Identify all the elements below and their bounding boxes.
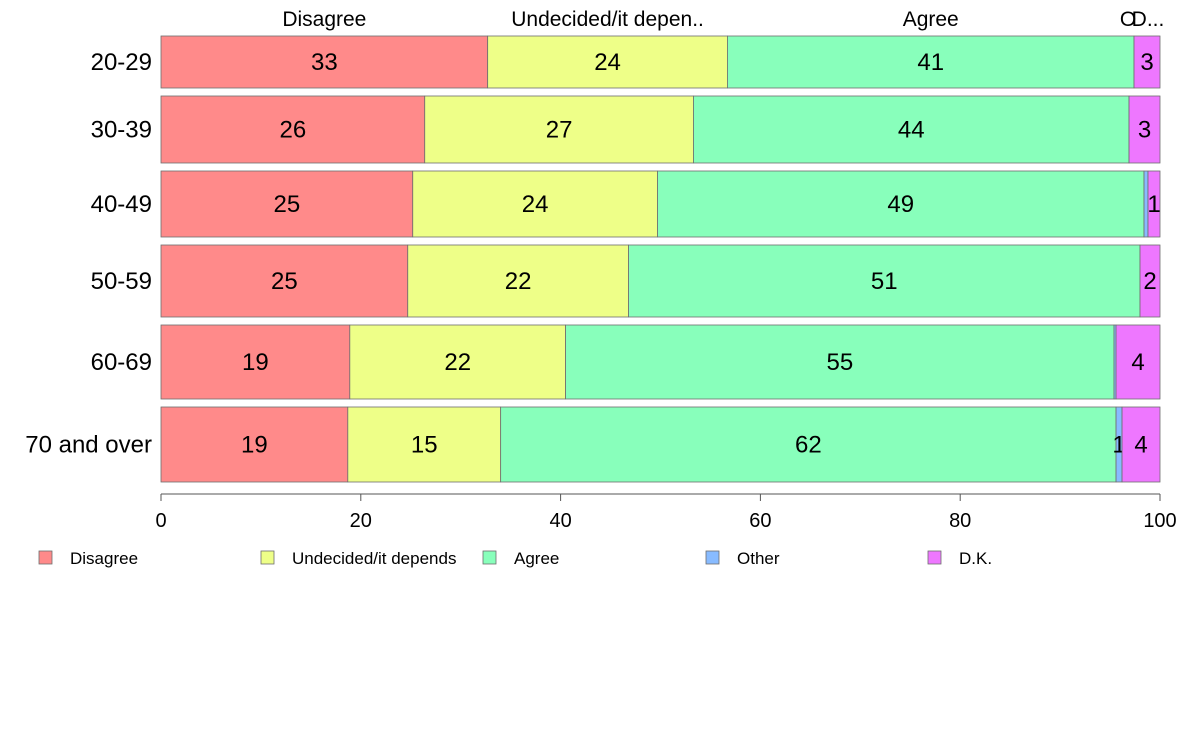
x-tick-label: 100 bbox=[1143, 510, 1176, 532]
x-tick-label: 80 bbox=[949, 510, 971, 532]
category-label: 50-59 bbox=[91, 268, 152, 295]
data-label: 44 bbox=[898, 117, 925, 144]
category-label: 40-49 bbox=[91, 191, 152, 218]
legend-swatch bbox=[928, 551, 941, 564]
legend-label: Disagree bbox=[70, 549, 138, 568]
data-label: 4 bbox=[1131, 349, 1144, 376]
data-label: 55 bbox=[826, 349, 853, 376]
legend-label: Agree bbox=[514, 549, 559, 568]
legend-label: D.K. bbox=[959, 549, 992, 568]
category-label: 20-29 bbox=[91, 49, 152, 76]
data-label: 19 bbox=[242, 349, 269, 376]
data-label: 51 bbox=[871, 268, 898, 295]
data-label: 3 bbox=[1140, 49, 1153, 76]
legend-swatch bbox=[261, 551, 274, 564]
data-label: 62 bbox=[795, 432, 822, 459]
data-label: 15 bbox=[411, 432, 438, 459]
data-label: 24 bbox=[522, 191, 549, 218]
column-header: Disagree bbox=[282, 8, 366, 31]
legend-label: Other bbox=[737, 549, 780, 568]
data-label: 19 bbox=[241, 432, 268, 459]
data-label: 22 bbox=[444, 349, 471, 376]
data-label: 1 bbox=[1147, 191, 1160, 218]
x-tick-label: 0 bbox=[155, 510, 166, 532]
data-label: 41 bbox=[917, 49, 944, 76]
data-label: 4 bbox=[1134, 432, 1147, 459]
column-header: D... bbox=[1132, 8, 1165, 31]
category-label: 30-39 bbox=[91, 117, 152, 144]
legend-swatch bbox=[39, 551, 52, 564]
data-label: 3 bbox=[1138, 117, 1151, 144]
category-label: 60-69 bbox=[91, 349, 152, 376]
x-tick-label: 60 bbox=[749, 510, 771, 532]
x-tick-label: 40 bbox=[549, 510, 571, 532]
legend-swatch bbox=[706, 551, 719, 564]
data-label: 24 bbox=[594, 49, 621, 76]
data-label: 25 bbox=[271, 268, 298, 295]
data-label: 25 bbox=[274, 191, 301, 218]
data-label: 49 bbox=[887, 191, 914, 218]
category-label: 70 and over bbox=[25, 432, 152, 459]
legend-label: Undecided/it depends bbox=[292, 549, 456, 568]
x-tick-label: 20 bbox=[350, 510, 372, 532]
data-label: 26 bbox=[280, 117, 307, 144]
data-label: 27 bbox=[546, 117, 573, 144]
column-header: Agree bbox=[903, 8, 959, 31]
legend-swatch bbox=[483, 551, 496, 564]
data-label: 22 bbox=[505, 268, 532, 295]
data-label: 33 bbox=[311, 49, 338, 76]
column-header: Undecided/it depen.. bbox=[511, 8, 704, 31]
data-label: 2 bbox=[1143, 268, 1156, 295]
